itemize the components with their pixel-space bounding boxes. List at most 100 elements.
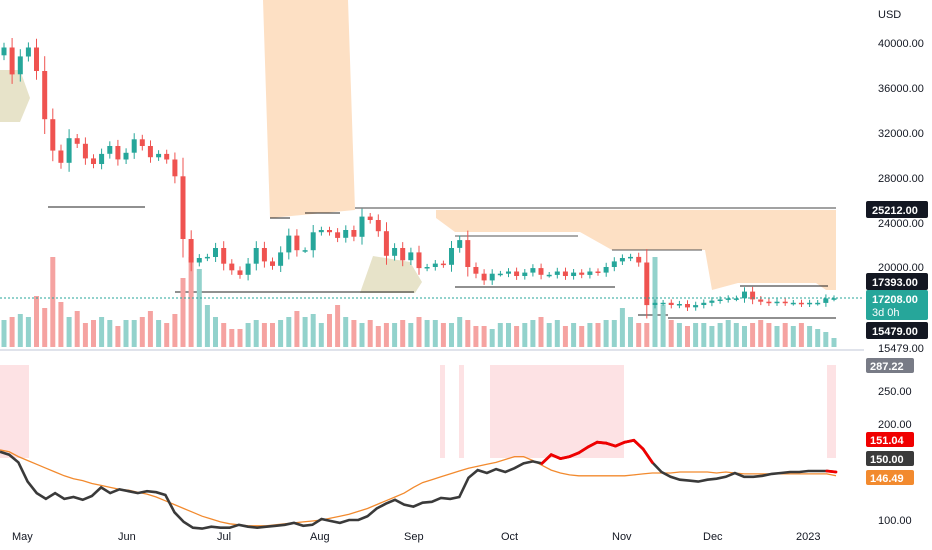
volume-bar <box>546 323 552 347</box>
candle <box>359 216 365 237</box>
volume-bar <box>25 317 31 347</box>
demand-zone <box>0 70 30 122</box>
candle <box>375 220 381 232</box>
level-tag-bg <box>866 322 928 339</box>
candle <box>82 143 88 159</box>
oscillator-hot-segment <box>641 447 654 464</box>
osc-tick: 250.00 <box>878 386 912 398</box>
volume-bar <box>237 329 243 347</box>
oscillator-hot-segment <box>595 440 608 445</box>
volume-bar <box>579 326 585 347</box>
candle <box>204 256 210 259</box>
candle <box>34 47 39 71</box>
volume-bar <box>123 320 129 347</box>
osc-zone <box>459 365 464 458</box>
month-label: Aug <box>310 531 330 543</box>
osc-tick: 200.00 <box>878 419 912 431</box>
candle <box>636 256 642 263</box>
candle <box>766 301 772 304</box>
volume-bar <box>351 320 357 347</box>
month-label: Oct <box>501 531 518 543</box>
candle <box>123 152 129 160</box>
month-label: 2023 <box>796 531 820 543</box>
last-price-tag-bg <box>866 290 928 320</box>
volume-bar <box>571 323 577 347</box>
osc-tick: 100.00 <box>878 515 912 527</box>
candle <box>335 232 341 238</box>
candle <box>139 139 145 146</box>
candle <box>481 273 487 281</box>
volume-bar <box>229 329 235 347</box>
candle <box>270 261 275 266</box>
volume-bar <box>603 320 609 347</box>
candle <box>131 139 137 153</box>
volume-bar <box>42 308 48 347</box>
candle <box>310 232 316 251</box>
candle <box>91 158 96 164</box>
volume-bar <box>17 314 23 347</box>
volume-bar <box>693 323 699 347</box>
candle <box>17 56 23 75</box>
candle <box>571 272 577 276</box>
candle <box>188 239 194 263</box>
volume-bar <box>489 329 495 347</box>
volume-bar <box>318 323 324 347</box>
osc-zone <box>827 365 836 458</box>
price-tick: 20000.00 <box>878 262 924 274</box>
volume-bar <box>327 314 332 347</box>
volume-bar <box>416 317 422 347</box>
candle <box>229 263 235 271</box>
candle <box>725 298 731 300</box>
candle <box>701 302 707 305</box>
volume-bar <box>74 311 80 347</box>
candle <box>9 47 15 75</box>
level-tag: 15479.00 <box>872 326 918 338</box>
candle <box>693 305 699 308</box>
volume-bar <box>473 326 479 347</box>
volume-bar <box>34 296 39 347</box>
level-tag-bg <box>866 273 928 290</box>
volume-bar <box>530 320 536 347</box>
volume-bar <box>213 317 218 347</box>
volume-bar <box>180 278 186 347</box>
volume-bar <box>424 320 430 347</box>
candle <box>668 302 674 305</box>
volume-bar <box>774 326 780 347</box>
osc-tag-bg <box>866 470 914 485</box>
price-tick: 36000.00 <box>878 83 924 95</box>
volume-bar <box>457 317 463 347</box>
candle <box>449 248 454 265</box>
candle <box>25 47 31 57</box>
candle <box>562 271 568 276</box>
candle <box>742 291 747 299</box>
volume-bar <box>798 323 804 347</box>
volume-bar <box>717 323 723 347</box>
candle <box>107 146 113 154</box>
oscillator-hot-segment <box>549 453 562 461</box>
candle <box>798 302 804 305</box>
volume-bar <box>99 317 105 347</box>
oscillator <box>0 438 838 530</box>
candle <box>115 146 121 160</box>
candle <box>327 230 332 233</box>
candle <box>774 301 780 304</box>
volume-bar <box>400 320 406 347</box>
candle <box>587 271 593 275</box>
candle <box>1 47 7 56</box>
volume-bar <box>139 317 145 347</box>
oscillator-line <box>0 438 837 530</box>
volume-bar <box>449 323 454 347</box>
time-axis: May Jun Jul Aug Sep Oct Nov Dec 2023 <box>12 531 820 543</box>
candle <box>530 268 536 273</box>
candle <box>457 240 463 248</box>
volume-bar <box>807 326 813 347</box>
volume-bar <box>82 323 88 347</box>
volume-bar <box>343 317 349 347</box>
volume-bar <box>302 317 308 347</box>
volume-bar <box>261 323 267 347</box>
volume-bar <box>823 332 829 347</box>
osc-tag-bg <box>866 451 914 466</box>
candle <box>74 138 80 144</box>
oscillator-hot-segment <box>632 438 645 451</box>
